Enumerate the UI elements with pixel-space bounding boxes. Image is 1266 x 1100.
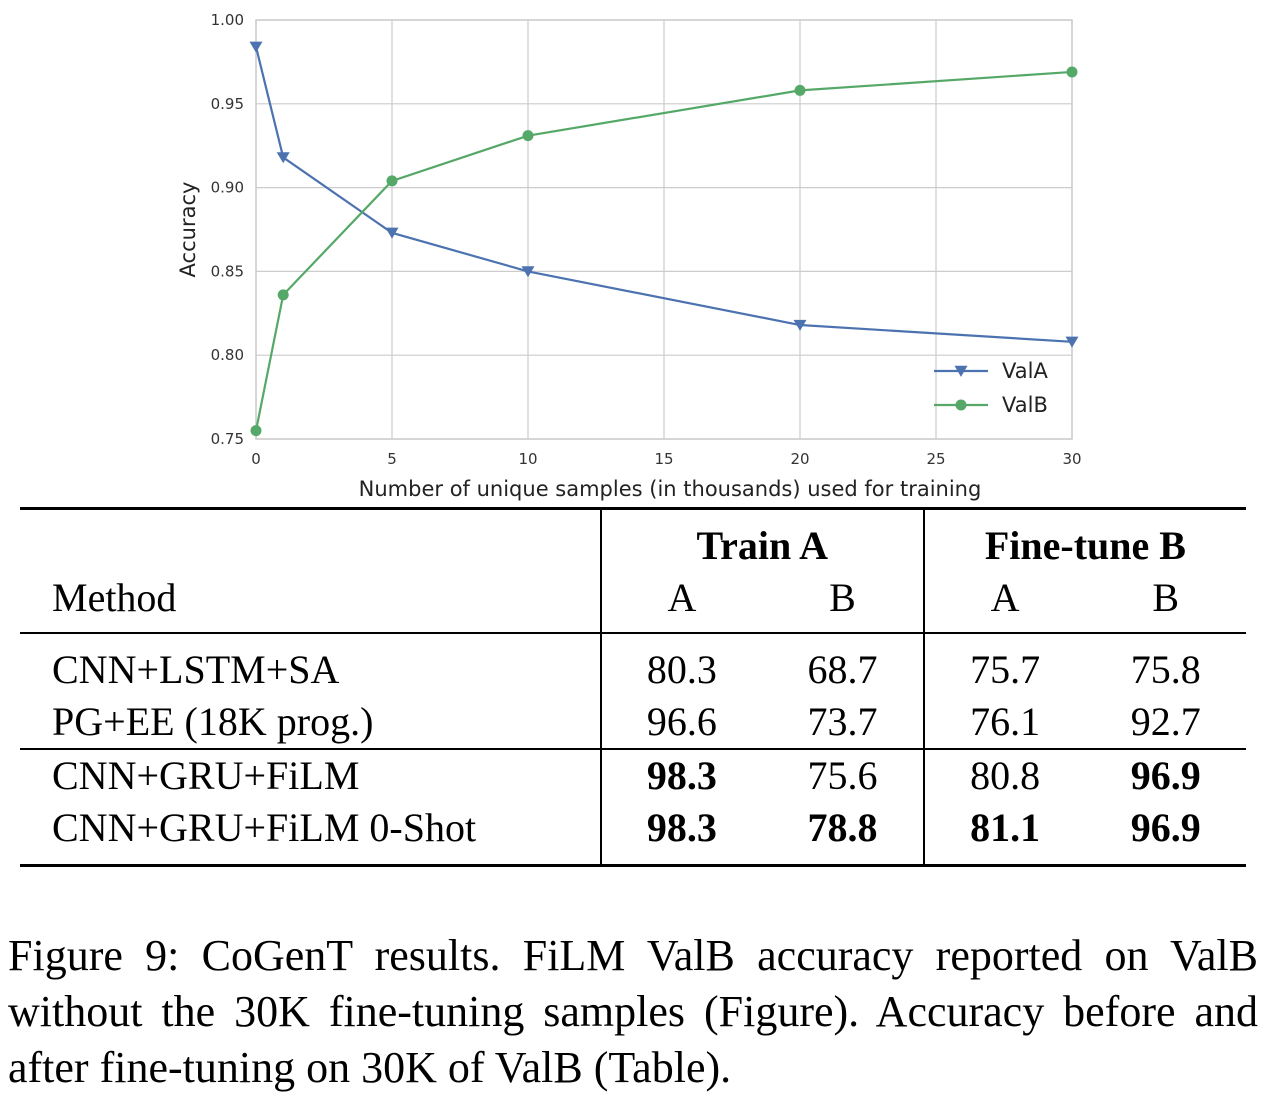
cell-value: 98.3 — [599, 802, 763, 866]
figure-caption: Figure 9: CoGenT results. FiLM ValB accu… — [8, 931, 1258, 1092]
legend-label: ValB — [1002, 393, 1048, 417]
cell-value: 80.3 — [599, 633, 763, 696]
table-row: PG+EE (18K prog.) 96.6 73.7 76.1 92.7 — [20, 696, 1246, 749]
row-method: CNN+GRU+FiLM — [52, 753, 360, 798]
cell-value: 68.7 — [807, 647, 878, 692]
x-tick-label: 30 — [1062, 450, 1081, 468]
data-point — [277, 289, 289, 301]
row-method: PG+EE (18K prog.) — [52, 699, 374, 744]
data-point — [250, 425, 262, 437]
table-group-header-row: Train A Fine-tune B — [20, 508, 1246, 573]
method-header: Method — [52, 575, 177, 620]
subheader-fine-tune-b-a: A — [922, 572, 1086, 633]
series-vala — [249, 41, 1079, 348]
method-header-spacer — [20, 509, 601, 573]
x-tick-label: 10 — [518, 450, 537, 468]
x-tick-label: 25 — [926, 450, 945, 468]
subheader-train-a-a: A — [599, 572, 763, 633]
accuracy-line-chart: 0 5 10 15 20 25 30 0.75 0.80 0.85 0.90 0.95 1.00 Acc… — [176, 11, 1082, 501]
subheader-train-a-b: B — [829, 575, 856, 620]
series-lines — [249, 41, 1079, 437]
cell-value: 73.7 — [807, 699, 878, 744]
data-point — [1066, 66, 1078, 78]
y-tick-label: 0.95 — [211, 95, 244, 113]
cell-value: 75.8 — [1130, 647, 1201, 692]
cell-value: 80.8 — [922, 749, 1086, 802]
x-tick-label: 20 — [790, 450, 809, 468]
data-point — [794, 84, 806, 96]
table-row: CNN+LSTM+SA 80.3 68.7 75.7 75.8 — [20, 633, 1246, 696]
data-point — [793, 319, 807, 331]
table-subheader-row: Method A B A B — [20, 572, 1246, 633]
table-row: CNN+GRU+FiLM 98.3 75.6 80.8 96.9 — [20, 749, 1246, 802]
legend-marker — [954, 365, 968, 377]
cell-value: 76.1 — [922, 696, 1086, 749]
data-point — [521, 266, 535, 278]
data-point — [386, 175, 398, 187]
series-line-valb — [254, 70, 1073, 431]
cell-value: 78.8 — [807, 805, 878, 850]
data-point — [1065, 336, 1079, 348]
chart-legend: ValA ValB — [934, 359, 1048, 417]
plot-frame — [255, 19, 1073, 440]
cell-value: 96.9 — [1130, 753, 1201, 798]
series-line-vala — [254, 46, 1073, 343]
y-tick-label: 0.80 — [211, 346, 244, 364]
data-point — [249, 41, 263, 53]
x-axis-label: Number of unique samples (in thousands) … — [359, 477, 982, 501]
group-header-fine-tune-b: Fine-tune B — [922, 508, 1246, 572]
cell-value: 75.7 — [922, 633, 1086, 696]
chart-grid — [255, 19, 1073, 440]
cell-value: 96.6 — [599, 696, 763, 749]
y-tick-label: 0.85 — [211, 262, 244, 280]
axis-ticks: 0 5 10 15 20 25 30 0.75 0.80 0.85 0.90 0.95 1.00 — [211, 11, 1082, 468]
x-tick-label: 5 — [387, 450, 397, 468]
row-method: CNN+GRU+FiLM 0-Shot — [52, 805, 477, 850]
legend-marker — [955, 399, 967, 411]
results-table: Train A Fine-tune B Method A B A B CNN+L… — [20, 507, 1246, 867]
data-point — [522, 130, 534, 142]
y-tick-label: 0.75 — [211, 430, 244, 448]
row-method: CNN+LSTM+SA — [52, 647, 340, 692]
legend-label: ValA — [1002, 359, 1048, 383]
cell-value: 75.6 — [807, 753, 878, 798]
data-point — [276, 152, 290, 164]
series-valb — [250, 66, 1078, 437]
y-tick-label: 1.00 — [211, 11, 244, 29]
y-axis-label: Accuracy — [176, 182, 200, 278]
cell-value: 98.3 — [599, 749, 763, 802]
x-tick-label: 0 — [251, 450, 261, 468]
x-tick-label: 15 — [654, 450, 673, 468]
data-point — [385, 227, 399, 239]
cell-value: 81.1 — [922, 802, 1086, 866]
group-header-train-a: Train A — [599, 508, 924, 572]
y-tick-label: 0.90 — [211, 179, 244, 197]
cell-value: 92.7 — [1130, 699, 1201, 744]
subheader-fine-tune-b-b: B — [1152, 575, 1180, 620]
table-row: CNN+GRU+FiLM 0-Shot 98.3 78.8 81.1 96.9 — [20, 802, 1246, 866]
cell-value: 96.9 — [1130, 805, 1201, 850]
